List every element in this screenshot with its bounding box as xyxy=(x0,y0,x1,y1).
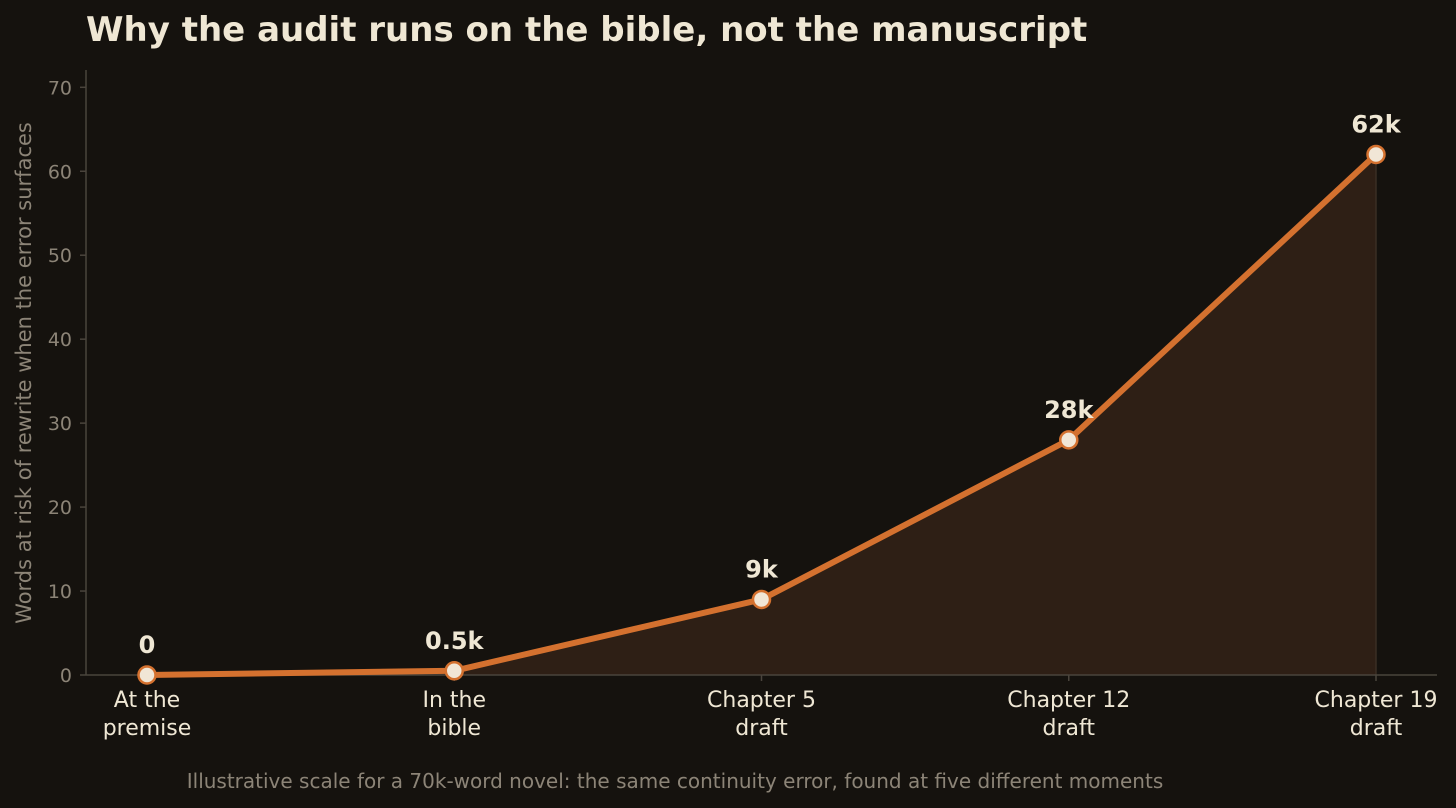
area-fill xyxy=(147,154,1376,676)
x-tick-label: Chapter 19 draft xyxy=(1315,688,1438,741)
data-label: 62k xyxy=(1351,110,1401,138)
plot-area: 0 10 20 30 40 50 60 70 At the premise In the bible C… xyxy=(48,70,1438,741)
data-point xyxy=(1366,144,1386,165)
x-tick-label: Chapter 5 draft xyxy=(707,688,816,741)
y-tick-label: 70 xyxy=(48,77,72,99)
data-point xyxy=(1059,430,1079,450)
data-point xyxy=(751,589,772,610)
x-tick-label: Chapter 12 draft xyxy=(1007,688,1130,741)
x-tick-label: In the bible xyxy=(422,688,486,741)
y-tick-label: 20 xyxy=(48,497,72,519)
y-tick-label: 0 xyxy=(60,665,72,687)
data-label: 9k xyxy=(745,555,779,583)
data-point xyxy=(137,665,157,685)
data-point xyxy=(444,661,464,681)
y-tick-label: 10 xyxy=(48,581,72,603)
chart-title: Why the audit runs on the bible, not the… xyxy=(86,10,1087,50)
y-tick-label: 30 xyxy=(48,413,72,435)
y-tick-label: 50 xyxy=(48,245,72,267)
chart-caption: Illustrative scale for a 70k-word novel:… xyxy=(187,769,1164,793)
data-label: 0 xyxy=(139,631,156,659)
y-tick-label: 60 xyxy=(48,161,72,183)
data-label: 28k xyxy=(1044,396,1094,424)
x-tick-label: At the premise xyxy=(103,688,192,741)
y-tick-label: 40 xyxy=(48,329,72,351)
data-label: 0.5k xyxy=(425,627,485,655)
y-axis-label: Words at risk of rewrite when the error … xyxy=(12,122,36,624)
